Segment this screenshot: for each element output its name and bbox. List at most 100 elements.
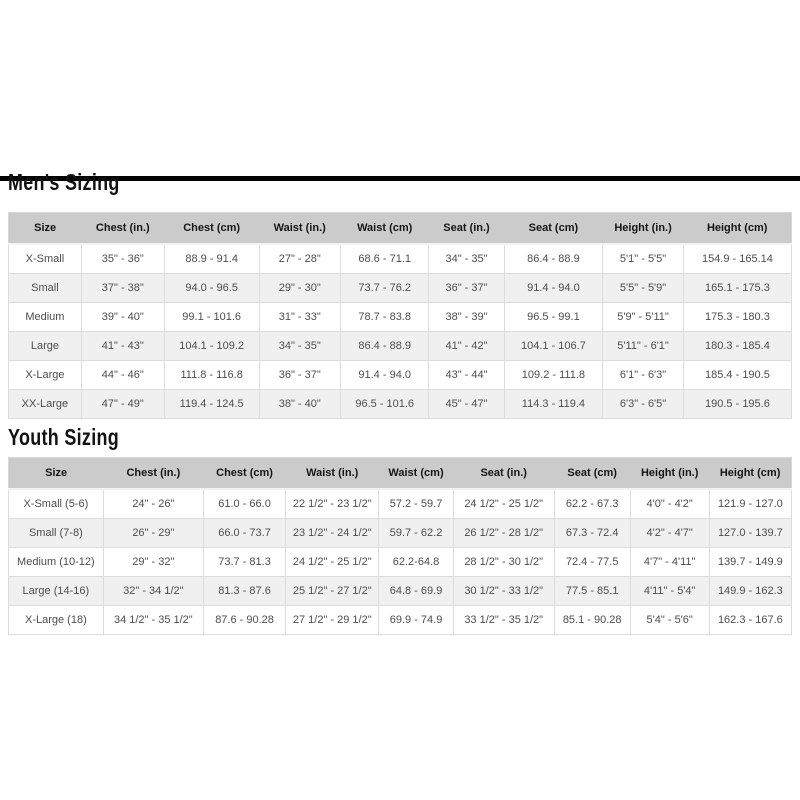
value-cell: 5'5" - 5'9" xyxy=(602,273,684,303)
value-cell: 68.6 - 71.1 xyxy=(339,243,430,274)
value-cell: 29" - 30" xyxy=(258,273,341,303)
value-cell: 4'11" - 5'4" xyxy=(629,576,710,606)
value-cell: 36" - 37" xyxy=(428,273,505,303)
header-row: Size Chest (in.) Chest (cm) Waist (in.) Wais… xyxy=(8,457,792,490)
value-cell: 154.9 - 165.14 xyxy=(682,243,793,274)
value-cell: 62.2-64.8 xyxy=(378,547,454,577)
value-cell: 64.8 - 69.9 xyxy=(378,576,454,606)
size-cell: X-Small (5-6) xyxy=(8,488,104,519)
sizing-chart-content: Men's Sizing Size Chest (in.) Chest (cm) Wa… xyxy=(0,170,800,635)
value-cell: 111.8 - 116.8 xyxy=(163,360,260,390)
table-row: X-Large (18) 34 1/2" - 35 1/2" 87.6 - 90.2… xyxy=(8,605,793,635)
value-cell: 87.6 - 90.28 xyxy=(202,605,287,635)
value-cell: 99.1 - 101.6 xyxy=(163,302,260,332)
value-cell: 57.2 - 59.7 xyxy=(378,488,454,519)
value-cell: 162.3 - 167.6 xyxy=(708,605,793,635)
column-header: Chest (in.) xyxy=(81,212,165,245)
value-cell: 24" - 26" xyxy=(102,488,204,519)
value-cell: 175.3 - 180.3 xyxy=(682,302,793,332)
column-header: Size xyxy=(8,457,104,490)
value-cell: 27 1/2" - 29 1/2" xyxy=(285,605,380,635)
value-cell: 45" - 47" xyxy=(428,389,505,419)
column-header: Seat (cm) xyxy=(554,457,631,490)
value-cell: 59.7 - 62.2 xyxy=(378,518,454,548)
size-cell: Medium (10-12) xyxy=(8,547,104,577)
value-cell: 185.4 - 190.5 xyxy=(682,360,793,390)
size-cell: XX-Large xyxy=(8,389,82,419)
value-cell: 44" - 46" xyxy=(80,360,165,390)
value-cell: 38" - 40" xyxy=(258,389,341,419)
column-header: Chest (cm) xyxy=(203,457,286,490)
table-row: X-Large 44" - 46" 111.8 - 116.8 36" - 37" 91… xyxy=(8,360,793,390)
size-cell: Large (14-16) xyxy=(8,576,104,606)
value-cell: 30 1/2" - 33 1/2" xyxy=(452,576,555,606)
value-cell: 104.1 - 109.2 xyxy=(163,331,260,361)
value-cell: 32" - 34 1/2" xyxy=(102,576,204,606)
column-header: Chest (in.) xyxy=(103,457,204,490)
value-cell: 114.3 - 119.4 xyxy=(503,389,604,419)
value-cell: 77.5 - 85.1 xyxy=(553,576,631,606)
value-cell: 85.1 - 90.28 xyxy=(553,605,631,635)
size-cell: X-Large xyxy=(8,360,82,390)
value-cell: 73.7 - 81.3 xyxy=(202,547,287,577)
size-cell: Medium xyxy=(8,302,82,332)
value-cell: 88.9 - 91.4 xyxy=(163,243,260,274)
column-header: Chest (cm) xyxy=(164,212,260,245)
value-cell: 34" - 35" xyxy=(258,331,341,361)
value-cell: 43" - 44" xyxy=(428,360,505,390)
value-cell: 86.4 - 88.9 xyxy=(503,243,604,274)
column-header: Seat (cm) xyxy=(504,212,603,245)
value-cell: 86.4 - 88.9 xyxy=(339,331,430,361)
value-cell: 190.5 - 195.6 xyxy=(682,389,793,419)
value-cell: 69.9 - 74.9 xyxy=(378,605,454,635)
value-cell: 23 1/2" - 24 1/2" xyxy=(285,518,380,548)
value-cell: 109.2 - 111.8 xyxy=(503,360,604,390)
value-cell: 27" - 28" xyxy=(258,243,341,274)
table-row: Small 37" - 38" 94.0 - 96.5 29" - 30" 73.7 -… xyxy=(8,273,793,303)
value-cell: 29" - 32" xyxy=(102,547,204,577)
value-cell: 72.4 - 77.5 xyxy=(553,547,631,577)
size-cell: Small (7-8) xyxy=(8,518,104,548)
value-cell: 5'4" - 5'6" xyxy=(629,605,710,635)
value-cell: 149.9 - 162.3 xyxy=(708,576,793,606)
value-cell: 180.3 - 185.4 xyxy=(682,331,793,361)
value-cell: 165.1 - 175.3 xyxy=(682,273,793,303)
value-cell: 41" - 43" xyxy=(80,331,165,361)
value-cell: 28 1/2" - 30 1/2" xyxy=(452,547,555,577)
value-cell: 37" - 38" xyxy=(80,273,165,303)
value-cell: 104.1 - 106.7 xyxy=(503,331,604,361)
size-cell: Small xyxy=(8,273,82,303)
value-cell: 61.0 - 66.0 xyxy=(202,488,287,519)
value-cell: 4'2" - 4'7" xyxy=(629,518,710,548)
value-cell: 6'1" - 6'3" xyxy=(602,360,684,390)
value-cell: 91.4 - 94.0 xyxy=(339,360,430,390)
value-cell: 78.7 - 83.8 xyxy=(339,302,430,332)
header-row: Size Chest (in.) Chest (cm) Waist (in.) Wais… xyxy=(8,212,792,245)
value-cell: 6'3" - 6'5" xyxy=(602,389,684,419)
value-cell: 121.9 - 127.0 xyxy=(708,488,793,519)
value-cell: 26" - 29" xyxy=(102,518,204,548)
table-row: X-Small 35" - 36" 88.9 - 91.4 27" - 28" 68.6… xyxy=(8,243,793,274)
value-cell: 5'9" - 5'11" xyxy=(602,302,684,332)
youth-sizing-heading: Youth Sizing xyxy=(8,424,120,450)
column-header: Height (cm) xyxy=(683,212,792,245)
value-cell: 41" - 42" xyxy=(428,331,505,361)
size-cell: Large xyxy=(8,331,82,361)
column-header: Waist (cm) xyxy=(340,212,429,245)
table-row: Small (7-8) 26" - 29" 66.0 - 73.7 23 1/2" -… xyxy=(8,518,793,548)
table-row: XX-Large 47" - 49" 119.4 - 124.5 38" - 40" 9… xyxy=(8,389,793,419)
value-cell: 119.4 - 124.5 xyxy=(163,389,260,419)
value-cell: 4'7" - 4'11" xyxy=(629,547,710,577)
value-cell: 35" - 36" xyxy=(80,243,165,274)
size-cell: X-Small xyxy=(8,243,82,274)
value-cell: 34 1/2" - 35 1/2" xyxy=(102,605,204,635)
value-cell: 73.7 - 76.2 xyxy=(339,273,430,303)
value-cell: 127.0 - 139.7 xyxy=(708,518,793,548)
mens-sizing-table: Size Chest (in.) Chest (cm) Waist (in.) Wais… xyxy=(8,212,793,419)
top-rule xyxy=(0,176,800,181)
value-cell: 24 1/2" - 25 1/2" xyxy=(452,488,555,519)
column-header: Seat (in.) xyxy=(428,212,505,245)
value-cell: 62.2 - 67.3 xyxy=(553,488,631,519)
table-row: Large 41" - 43" 104.1 - 109.2 34" - 35" 86.4… xyxy=(8,331,793,361)
column-header: Height (in.) xyxy=(602,212,684,245)
